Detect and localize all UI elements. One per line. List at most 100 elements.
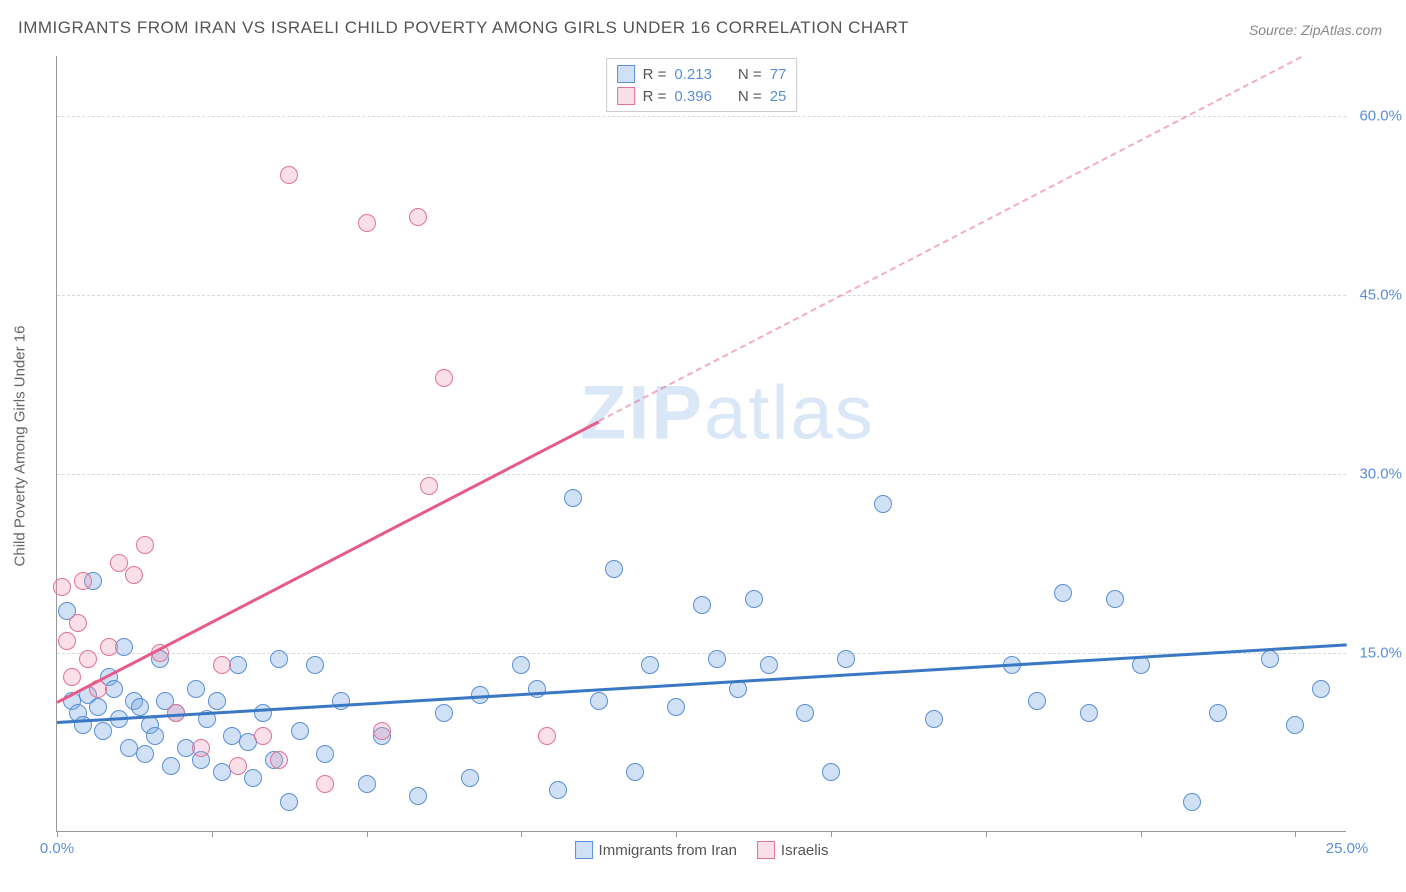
r-label: R =	[643, 66, 667, 83]
data-point	[358, 775, 376, 793]
data-point	[409, 787, 427, 805]
correlation-legend: R = 0.213 N = 77 R = 0.396 N = 25	[606, 58, 798, 112]
data-point	[1028, 692, 1046, 710]
r-value: 0.396	[674, 88, 712, 105]
data-point	[125, 566, 143, 584]
data-point	[605, 560, 623, 578]
data-point	[229, 656, 247, 674]
data-point	[270, 751, 288, 769]
data-point	[208, 692, 226, 710]
legend-label: Israelis	[781, 842, 829, 859]
data-point	[316, 745, 334, 763]
data-point	[136, 745, 154, 763]
data-point	[131, 698, 149, 716]
x-tick	[1141, 831, 1142, 837]
y-axis-label: Child Poverty Among Girls Under 16	[12, 326, 29, 567]
data-point	[745, 590, 763, 608]
data-point	[837, 650, 855, 668]
legend-swatch	[617, 87, 635, 105]
data-point	[528, 680, 546, 698]
gridline	[57, 653, 1346, 654]
legend-swatch	[617, 65, 635, 83]
legend-row: R = 0.396 N = 25	[617, 85, 787, 107]
legend-swatch	[575, 841, 593, 859]
data-point	[254, 704, 272, 722]
r-value: 0.213	[674, 66, 712, 83]
y-tick-label: 30.0%	[1354, 465, 1402, 482]
data-point	[1209, 704, 1227, 722]
data-point	[115, 638, 133, 656]
data-point	[187, 680, 205, 698]
data-point	[105, 680, 123, 698]
n-value: 77	[770, 66, 787, 83]
scatter-plot: ZIPatlas R =0.213N =77R =0.396N =25 Immi…	[56, 56, 1346, 832]
data-point	[358, 214, 376, 232]
data-point	[192, 739, 210, 757]
data-point	[254, 727, 272, 745]
data-point	[270, 650, 288, 668]
data-point	[69, 614, 87, 632]
data-point	[100, 638, 118, 656]
watermark-zip: ZIP	[580, 370, 704, 455]
data-point	[136, 536, 154, 554]
data-point	[1312, 680, 1330, 698]
x-tick	[521, 831, 522, 837]
data-point	[332, 692, 350, 710]
r-label: R =	[643, 88, 667, 105]
data-point	[58, 632, 76, 650]
data-point	[708, 650, 726, 668]
x-tick	[57, 831, 58, 837]
data-point	[280, 793, 298, 811]
data-point	[1080, 704, 1098, 722]
data-point	[641, 656, 659, 674]
y-tick-label: 45.0%	[1354, 286, 1402, 303]
trend-line	[57, 643, 1347, 723]
data-point	[291, 722, 309, 740]
data-point	[409, 208, 427, 226]
x-tick	[676, 831, 677, 837]
data-point	[280, 166, 298, 184]
gridline	[57, 295, 1346, 296]
data-point	[146, 727, 164, 745]
data-point	[822, 763, 840, 781]
data-point	[63, 668, 81, 686]
n-label: N =	[738, 66, 762, 83]
n-value: 25	[770, 88, 787, 105]
legend-label: Immigrants from Iran	[599, 842, 737, 859]
x-tick-label: 0.0%	[40, 840, 74, 857]
series-legend: Immigrants from Iran Israelis	[575, 841, 829, 859]
data-point	[874, 495, 892, 513]
data-point	[110, 554, 128, 572]
data-point	[590, 692, 608, 710]
gridline	[57, 474, 1346, 475]
data-point	[538, 727, 556, 745]
data-point	[1261, 650, 1279, 668]
legend-row: R = 0.213 N = 77	[617, 63, 787, 85]
data-point	[564, 489, 582, 507]
data-point	[549, 781, 567, 799]
data-point	[213, 656, 231, 674]
source-attribution: Source: ZipAtlas.com	[1249, 22, 1382, 38]
x-tick	[212, 831, 213, 837]
data-point	[306, 656, 324, 674]
n-label: N =	[738, 88, 762, 105]
data-point	[229, 757, 247, 775]
y-tick-label: 60.0%	[1354, 107, 1402, 124]
data-point	[435, 369, 453, 387]
y-tick-label: 15.0%	[1354, 644, 1402, 661]
x-tick	[1295, 831, 1296, 837]
chart-title: IMMIGRANTS FROM IRAN VS ISRAELI CHILD PO…	[18, 18, 909, 38]
data-point	[512, 656, 530, 674]
data-point	[1106, 590, 1124, 608]
data-point	[925, 710, 943, 728]
data-point	[693, 596, 711, 614]
data-point	[244, 769, 262, 787]
gridline	[57, 116, 1346, 117]
x-tick	[367, 831, 368, 837]
data-point	[420, 477, 438, 495]
data-point	[626, 763, 644, 781]
x-tick	[986, 831, 987, 837]
watermark-atlas: atlas	[704, 370, 875, 455]
data-point	[435, 704, 453, 722]
data-point	[1183, 793, 1201, 811]
